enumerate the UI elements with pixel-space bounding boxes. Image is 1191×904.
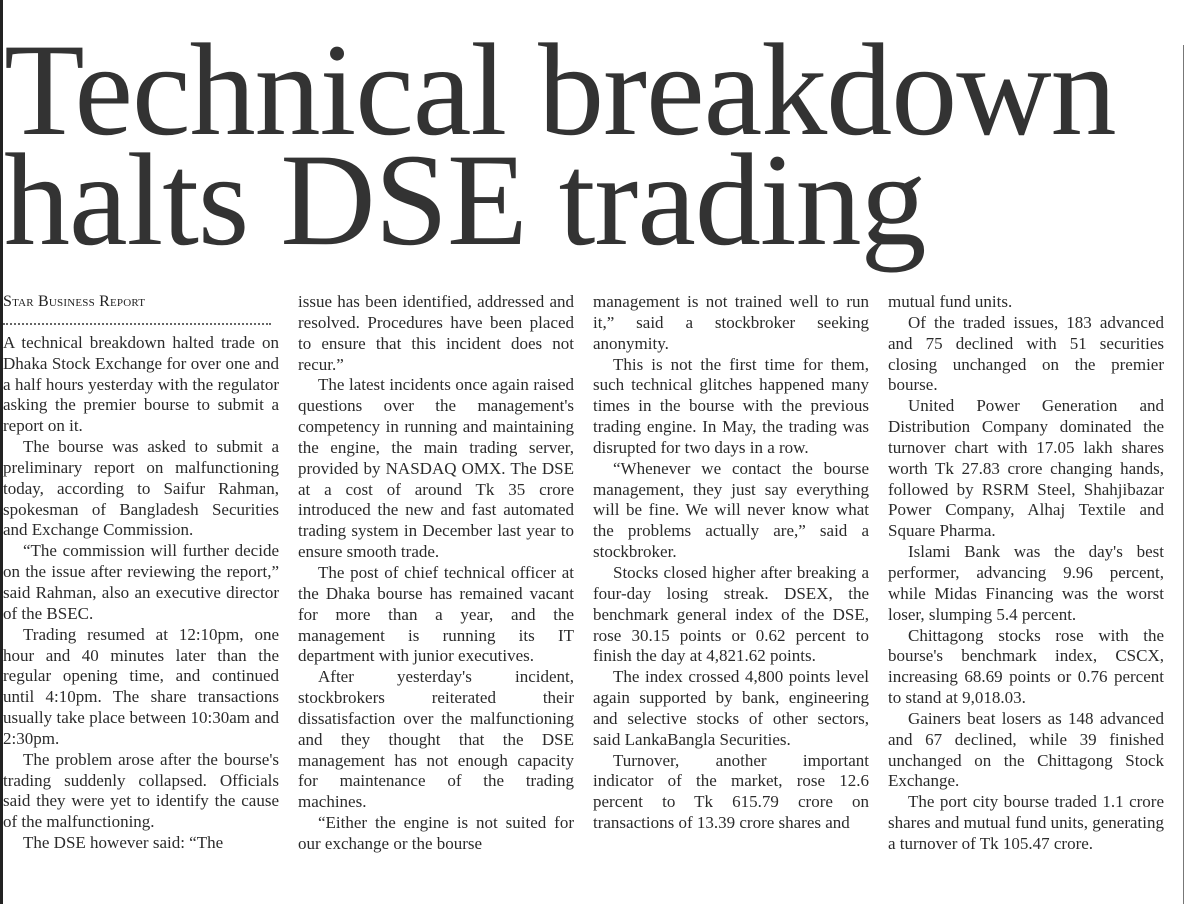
paragraph: This is not the first time for them, suc… bbox=[593, 354, 869, 457]
paragraph: issue has been identified, addressed and… bbox=[298, 292, 574, 374]
paragraph: “Either the engine is not suited for our… bbox=[298, 813, 574, 853]
paragraph: “Whenever we contact the bourse manageme… bbox=[593, 458, 869, 562]
paragraph: The bourse was asked to submit a prelimi… bbox=[3, 437, 279, 540]
paragraph: Trading resumed at 12:10pm, one hour and… bbox=[3, 624, 279, 748]
article-column-4: mutual fund units. Of the traded issues, … bbox=[888, 292, 1164, 855]
dotted-divider bbox=[3, 313, 271, 325]
article-column-2: issue has been identified, addressed and… bbox=[298, 292, 574, 855]
paragraph: Turnover, another important indicator of… bbox=[593, 750, 869, 833]
paragraph: Gainers beat losers as 148 advanced and … bbox=[888, 708, 1164, 791]
paragraph: mutual fund units. bbox=[888, 292, 1013, 311]
paragraph: Stocks closed higher after breaking a fo… bbox=[593, 562, 869, 666]
paragraph: The DSE however said: “The bbox=[23, 833, 224, 853]
article-column-3: management is not trained well to run it… bbox=[593, 292, 869, 834]
paragraph: Islami Bank was the day's best performer… bbox=[888, 542, 1164, 624]
paragraph: Chittagong stocks rose with the bourse's… bbox=[888, 625, 1164, 708]
paragraph: After yesterday's incident, stockbrokers… bbox=[298, 667, 574, 812]
paragraph: The index crossed 4,800 points level aga… bbox=[593, 667, 869, 749]
article-column-1: Star Business Report A technical breakdo… bbox=[3, 292, 279, 854]
paragraph: “The commission will further decide on t… bbox=[3, 541, 279, 623]
headline: Technical breakdown halts DSE trading bbox=[4, 24, 1117, 266]
paragraph: United Power Generation and Distribution… bbox=[888, 396, 1164, 541]
column-rule bbox=[1183, 45, 1184, 904]
headline-line-1: Technical breakdown bbox=[4, 16, 1117, 163]
paragraph: A technical breakdown halted trade on Dh… bbox=[3, 332, 279, 436]
headline-line-2: halts DSE trading bbox=[4, 126, 927, 273]
paragraph: The port city bourse traded 1.1 crore sh… bbox=[888, 792, 1164, 853]
byline: Star Business Report bbox=[3, 293, 146, 310]
paragraph: The problem arose after the bourse's tra… bbox=[3, 749, 279, 832]
paragraph: management is not trained well to run it… bbox=[593, 292, 869, 353]
paragraph: The latest incidents once again raised q… bbox=[298, 375, 574, 562]
paragraph: The post of chief technical officer at t… bbox=[298, 562, 574, 666]
paragraph: Of the traded issues, 183 advanced and 7… bbox=[888, 312, 1164, 395]
page-edge bbox=[0, 0, 3, 904]
